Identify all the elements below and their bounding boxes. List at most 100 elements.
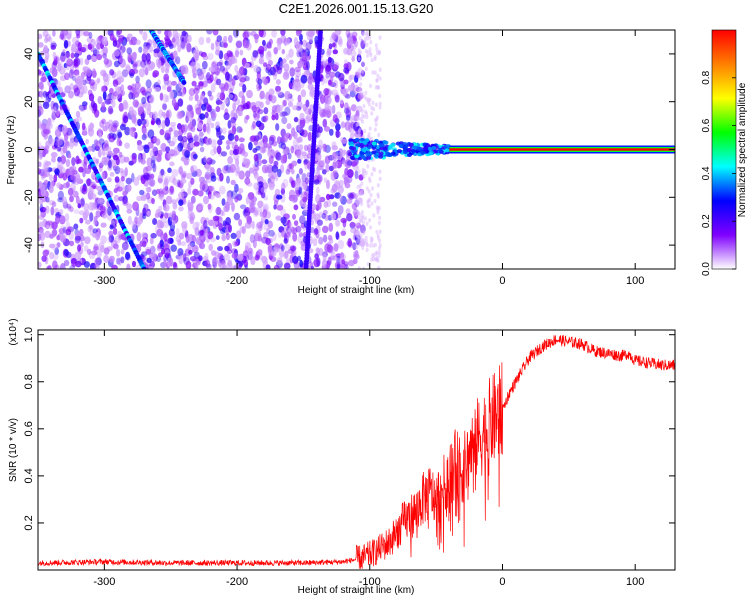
heatmap-cell [67,153,72,159]
heatmap-cell [97,198,104,204]
heatmap-cell [210,237,217,243]
heatmap-cell [244,62,250,68]
heatmap-cell [233,212,241,221]
heatmap-cell [74,251,82,259]
heatmap-cell [42,101,50,110]
heatmap-cell [66,203,72,209]
heatmap-cell [215,106,221,113]
heatmap-cell [73,138,79,147]
heatmap-cell [126,47,133,55]
heatmap-cell [323,125,331,132]
heatmap-cell [122,185,129,195]
heatmap-cell [100,235,107,244]
heatmap-cell [60,234,67,243]
heatmap-cell [194,85,201,91]
heatmap-cell [334,94,340,103]
heatmap-cell [190,61,196,69]
heatmap-cell [365,152,371,157]
heatmap-cell [68,166,73,175]
heatmap-cell [354,170,359,180]
heatmap-cell [351,146,357,151]
heatmap-cell [298,168,303,175]
heatmap-cell [156,228,164,237]
heatmap-cell [345,114,351,121]
colorbar-tick-label: 0.0 [701,262,712,276]
heatmap-cell [329,128,334,136]
heatmap-cell [377,265,381,269]
heatmap-cell [201,60,208,70]
heatmap-cell [274,112,279,121]
heatmap-cell [117,94,121,102]
heatmap-cell [155,208,162,218]
heatmap-cell [371,141,377,146]
heatmap-cell [142,213,147,220]
heatmap-cell [422,142,428,147]
heatmap-cell [371,186,375,191]
y-tick-label: 1.0 [23,327,35,342]
heatmap-cell [103,254,109,264]
heatmap-cell [261,236,268,244]
heatmap-cell [355,106,359,111]
heatmap-cell [335,129,340,138]
heatmap-cell [326,179,330,190]
heatmap-cell [157,174,164,184]
heatmap-cell [235,40,243,48]
heatmap-cell [161,84,167,90]
heatmap-cell [345,30,351,38]
heatmap-cell [216,92,223,101]
heatmap-cell [239,143,245,151]
heatmap-cell [191,244,199,253]
heatmap-cell [96,185,102,192]
heatmap-cell [285,168,291,175]
heatmap-cell [256,206,263,213]
heatmap-cell [205,164,211,172]
heatmap-cell [375,256,379,261]
heatmap-cell [83,245,89,252]
heatmap-cell [378,67,382,73]
heatmap-cell [258,122,265,131]
heatmap-cell [308,248,314,254]
heatmap-cell [368,126,372,131]
top-chart-title: C2E1.2026.001.15.13.G20 [279,1,434,16]
heatmap-cell [267,164,274,174]
heatmap-cell [367,204,371,209]
heatmap-cell [348,259,355,267]
heatmap-cell [177,248,184,256]
heatmap-cell [355,239,359,244]
heatmap-cell [362,220,365,225]
heatmap-cell [259,146,266,154]
heatmap-cell [293,116,299,123]
heatmap-cell [373,198,377,204]
heatmap-cell [206,157,213,165]
heatmap-cell [307,83,314,91]
heatmap-cell [65,159,71,168]
heatmap-cell [346,213,353,222]
heatmap-cell [312,238,318,247]
heatmap-cell [122,99,128,110]
heatmap-cell [250,30,257,37]
heatmap-cell [198,50,203,56]
heatmap-cell [80,241,84,248]
heatmap-cell [289,59,294,65]
heatmap-cell [201,103,207,111]
heatmap-cell [206,125,211,135]
heatmap-cell [54,207,59,214]
heatmap-cell [375,78,379,83]
heatmap-cell [88,79,95,86]
heatmap-cell [322,76,329,84]
heatmap-cell [268,136,275,145]
heatmap-cell [72,36,79,45]
heatmap-cell [164,68,170,74]
heatmap-cell [131,155,137,164]
heatmap-cell [212,256,218,266]
heatmap-cell [226,175,230,184]
heatmap-cell [147,63,154,72]
heatmap-cell [216,206,221,215]
heatmap-cell [213,146,218,154]
heatmap-cell [362,238,366,243]
heatmap-cell [170,244,177,252]
heatmap-cell [248,141,253,151]
heatmap-cell [96,77,101,84]
heatmap-cell [50,151,58,158]
heatmap-cell [84,58,90,65]
